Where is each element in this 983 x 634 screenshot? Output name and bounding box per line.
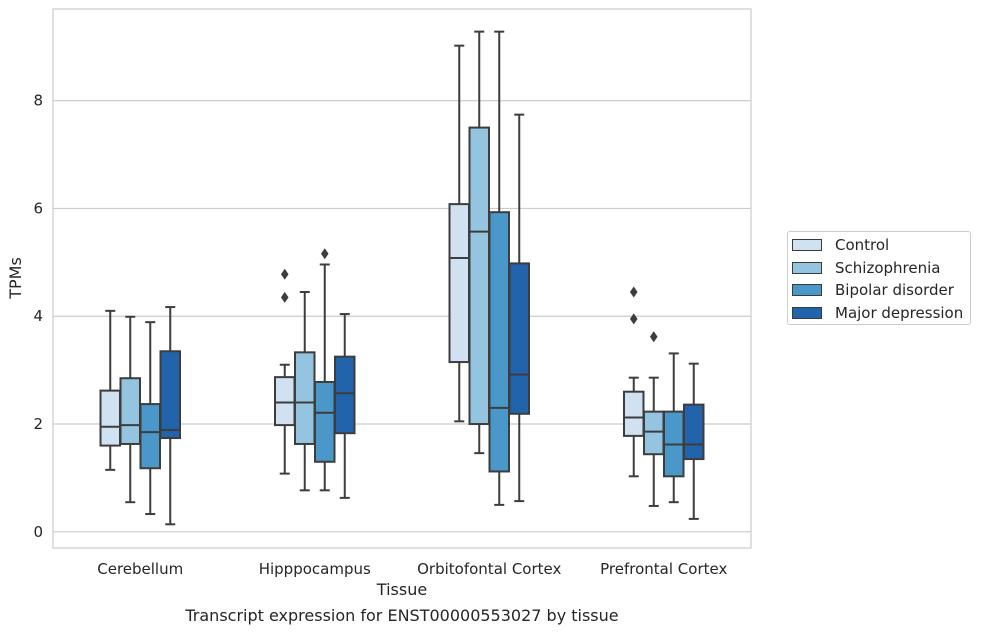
legend-item: Major depression — [792, 302, 963, 324]
box-schizophrenia — [643, 331, 665, 507]
box-iqr — [274, 376, 296, 427]
box-iqr — [99, 389, 121, 447]
box-schizophrenia — [119, 315, 141, 504]
box-bipolar-disorder — [314, 248, 336, 492]
legend-label: Control — [835, 236, 890, 254]
box-control — [99, 309, 121, 471]
outlier-point — [320, 248, 329, 260]
box-iqr — [508, 262, 530, 415]
figure-caption: Transcript expression for ENST0000055302… — [185, 606, 619, 625]
x-tick-label: Orbitofontal Cortex — [417, 560, 561, 578]
box-bipolar-disorder — [663, 352, 685, 504]
outlier-point — [280, 268, 289, 280]
plot-frame — [52, 8, 752, 549]
box-iqr — [643, 410, 665, 456]
y-axis-label: TPMs — [6, 257, 25, 300]
legend-item: Schizophrenia — [792, 257, 940, 279]
box-iqr — [334, 355, 356, 435]
box-iqr — [119, 377, 141, 445]
box-control — [274, 268, 296, 475]
x-tick-label: Prefrontal Cortex — [600, 560, 727, 578]
box-control — [623, 286, 645, 478]
y-tick-label: 4 — [33, 307, 43, 325]
box-iqr — [314, 380, 336, 463]
outlier-point — [629, 313, 638, 325]
box-major-depression — [508, 113, 530, 503]
legend-swatch — [792, 261, 822, 274]
legend-swatch — [792, 239, 822, 251]
outlier-point — [649, 331, 658, 343]
x-axis-label: Tissue — [376, 580, 427, 599]
x-axis-ticks: Cerebellum Hipppocampus Orbitofontal Corte… — [97, 560, 727, 578]
box-major-depression — [683, 362, 705, 520]
legend: Control Schizophrenia Bipolar disorder Majo… — [787, 231, 971, 325]
box-iqr — [488, 211, 510, 473]
x-tick-label: Hipppocampus — [259, 560, 371, 578]
legend-item: Bipolar disorder — [792, 279, 954, 301]
box-iqr — [683, 403, 705, 461]
box-iqr — [623, 390, 645, 437]
y-axis-ticks: 0 2 4 6 8 — [33, 92, 43, 541]
box-major-depression — [159, 306, 181, 526]
box-schizophrenia — [468, 30, 490, 455]
box-major-depression — [334, 313, 356, 499]
y-tick-label: 2 — [33, 415, 43, 433]
box-series — [99, 30, 705, 526]
box-iqr — [139, 403, 161, 470]
y-tick-label: 0 — [33, 523, 43, 541]
outlier-point — [280, 291, 289, 303]
x-tick-label: Cerebellum — [97, 560, 183, 578]
legend-swatch — [792, 306, 822, 319]
box-schizophrenia — [294, 290, 316, 492]
legend-label: Bipolar disorder — [835, 281, 954, 299]
box-iqr — [159, 350, 181, 440]
legend-label: Major depression — [835, 303, 964, 322]
y-tick-label: 8 — [33, 92, 43, 110]
box-control — [448, 44, 470, 423]
box-bipolar-disorder — [488, 30, 510, 506]
legend-swatch — [792, 284, 822, 296]
box-iqr — [294, 351, 316, 445]
box-bipolar-disorder — [139, 321, 161, 516]
legend-item: Control — [792, 234, 889, 256]
outlier-point — [629, 286, 638, 298]
legend-label: Schizophrenia — [835, 258, 941, 277]
box-iqr — [468, 126, 490, 426]
y-tick-label: 6 — [33, 199, 43, 217]
box-iqr — [448, 203, 470, 364]
